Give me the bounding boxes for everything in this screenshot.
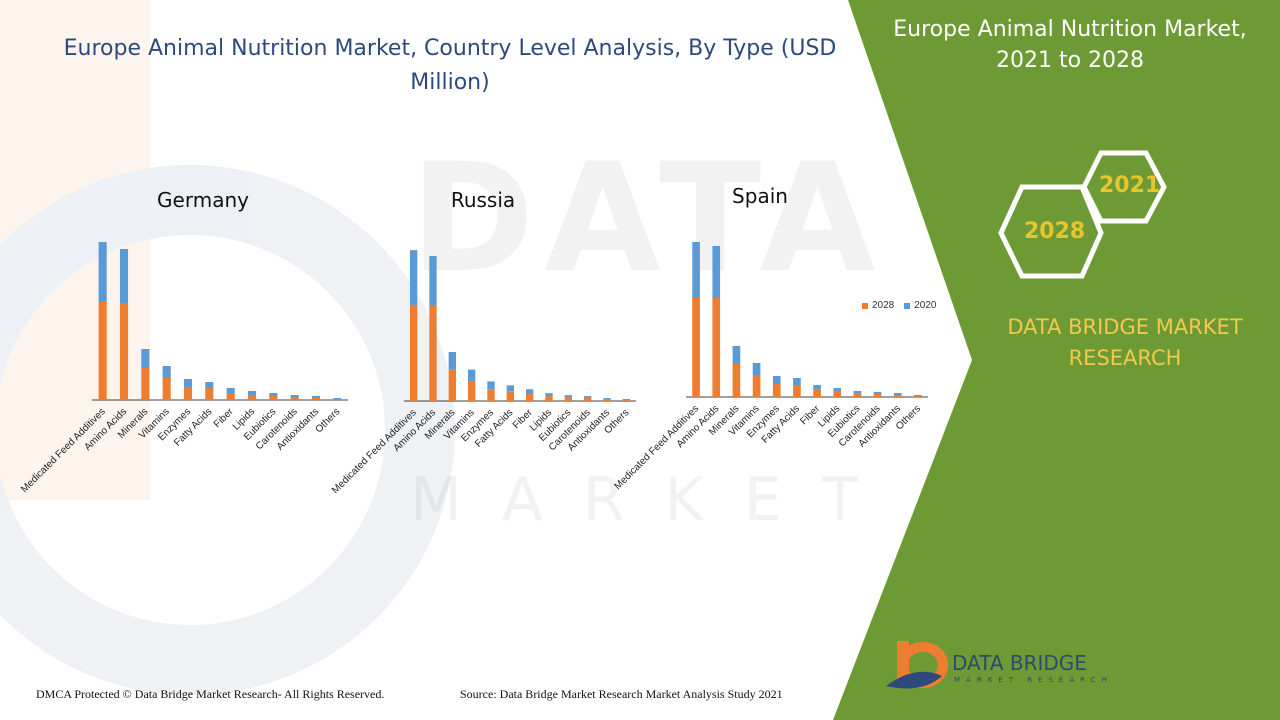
bar-germany-2020-4 [183, 379, 193, 387]
bar-germany-2028-2 [141, 368, 150, 400]
bar-germany-2028-4 [183, 387, 193, 400]
legend-label-2028: 2028 [872, 300, 895, 311]
bar-spain-2028-1 [712, 298, 721, 397]
bar-russia-2028-2 [448, 369, 457, 401]
tick-label-germany-0: Medicated Feed Additives [19, 406, 108, 495]
dmca-notice: DMCA Protected © Data Bridge Market Rese… [36, 687, 385, 701]
chart-title-spain: Spain [732, 184, 788, 208]
bar-germany-2020-10 [311, 396, 321, 398]
chart-legend: 2028 2020 [862, 300, 937, 311]
bar-russia-2020-0 [409, 250, 418, 305]
bar-germany-2028-7 [247, 395, 257, 400]
bar-germany-2028-5 [205, 388, 214, 400]
bar-germany-2028-3 [162, 378, 171, 400]
bar-spain-2020-5 [793, 378, 801, 385]
bar-germany-2028-8 [269, 396, 278, 400]
bar-germany-2020-6 [226, 388, 235, 393]
bar-spain-2028-3 [752, 375, 761, 397]
bar-spain-2028-8 [853, 393, 862, 397]
bar-spain-2020-8 [853, 391, 862, 393]
bar-spain-2028-2 [732, 364, 741, 397]
bar-spain-2028-4 [772, 384, 781, 397]
bar-russia-2020-10 [603, 398, 611, 400]
bar-russia-2020-8 [564, 395, 573, 398]
bar-spain-2020-7 [833, 388, 842, 391]
bar-russia-2020-6 [525, 389, 534, 395]
source-note: Source: Data Bridge Market Research Mark… [460, 687, 783, 701]
chart-title-russia: Russia [450, 188, 516, 212]
bar-russia-2028-0 [409, 304, 418, 401]
bar-germany-2028-9 [290, 397, 299, 400]
bar-germany-2028-10 [311, 398, 321, 400]
bar-spain-2028-6 [813, 389, 821, 397]
bar-russia-2020-2 [448, 352, 457, 370]
tick-label-germany-11: Others [313, 406, 342, 435]
bar-spain-2020-11 [914, 395, 922, 396]
logo-mark [886, 641, 949, 689]
bar-spain-2020-10 [893, 393, 902, 395]
bar-russia-2020-9 [583, 396, 592, 399]
bar-spain-2028-10 [893, 395, 902, 397]
bar-germany-2020-0 [98, 242, 107, 302]
bar-russia-2028-5 [506, 391, 515, 401]
bar-russia-2020-7 [545, 393, 553, 397]
bar-germany-2020-5 [205, 382, 214, 388]
bar-russia-2028-8 [564, 397, 573, 401]
bar-russia-2020-5 [506, 385, 515, 392]
bar-spain-2020-6 [813, 385, 821, 389]
bar-germany-2020-8 [269, 393, 278, 396]
bar-russia-2028-7 [545, 396, 553, 401]
bar-spain-2028-5 [793, 385, 801, 397]
bar-germany-2020-2 [141, 349, 150, 368]
bar-russia-2028-1 [429, 305, 437, 401]
bar-spain-2028-0 [692, 298, 700, 397]
bar-russia-2028-3 [467, 381, 476, 401]
bar-russia-2028-6 [525, 394, 534, 401]
bar-germany-2020-11 [333, 398, 342, 399]
bar-russia-2020-4 [487, 381, 495, 390]
bar-russia-2028-4 [487, 389, 495, 401]
legend-item-2028: 2028 [862, 300, 894, 311]
bar-germany-2020-7 [247, 391, 257, 395]
bar-germany-2028-1 [119, 303, 129, 400]
chart-main-title: Europe Animal Nutrition Market, Country … [63, 36, 837, 95]
bar-germany-2028-0 [98, 302, 107, 400]
legend-item-2020: 2020 [904, 300, 937, 311]
bar-spain-2020-4 [772, 376, 781, 384]
hexagon-2021 [1081, 150, 1167, 224]
bar-spain-2020-0 [692, 242, 700, 298]
logo-tagline: MARKET RESEARCH [954, 676, 1113, 684]
bar-russia-2020-1 [429, 255, 437, 306]
bar-russia-2028-11 [622, 400, 631, 401]
bar-russia-2028-9 [583, 398, 592, 401]
bar-germany-2020-1 [119, 249, 129, 303]
bar-spain-2020-3 [752, 363, 761, 375]
hex-label-2021: 2021 [1099, 173, 1161, 198]
panel-title: Europe Animal Nutrition Market, 2021 to … [893, 17, 1247, 73]
bar-spain-2020-9 [873, 392, 882, 394]
bar-russia-2020-3 [467, 369, 476, 382]
bar-spain-2020-2 [732, 346, 741, 364]
bar-germany-2028-11 [333, 399, 342, 400]
chart-title-germany: Germany [157, 188, 249, 212]
brand-name: DATA BRIDGE MARKET RESEARCH [1007, 315, 1243, 370]
bar-spain-2028-7 [833, 391, 842, 397]
tick-label-russia-0: Medicated Feed Additives [330, 407, 419, 496]
bar-russia-2028-10 [603, 399, 611, 401]
bar-russia-2020-11 [622, 399, 631, 401]
bar-germany-2020-9 [290, 395, 299, 397]
green-panel [833, 0, 1280, 720]
bar-spain-2020-1 [712, 246, 721, 298]
bar-spain-2028-9 [873, 394, 882, 397]
legend-label-2020: 2020 [914, 300, 937, 311]
legend-swatch-2028 [862, 302, 868, 309]
bar-germany-2028-6 [226, 393, 235, 400]
logo-name: DATA BRIDGE [952, 651, 1087, 675]
hex-label-2028: 2028 [1024, 219, 1086, 244]
bar-spain-2028-11 [914, 396, 922, 397]
bar-germany-2020-3 [162, 366, 171, 378]
legend-swatch-2020 [904, 302, 911, 309]
